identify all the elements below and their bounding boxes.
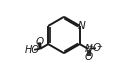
Text: HO: HO <box>25 45 40 55</box>
Text: N: N <box>78 21 86 31</box>
Text: O: O <box>85 52 93 62</box>
Text: O: O <box>93 43 101 53</box>
Text: +: + <box>88 44 94 50</box>
Text: −: − <box>96 44 102 50</box>
Text: O: O <box>35 37 43 47</box>
Text: N: N <box>85 44 93 54</box>
